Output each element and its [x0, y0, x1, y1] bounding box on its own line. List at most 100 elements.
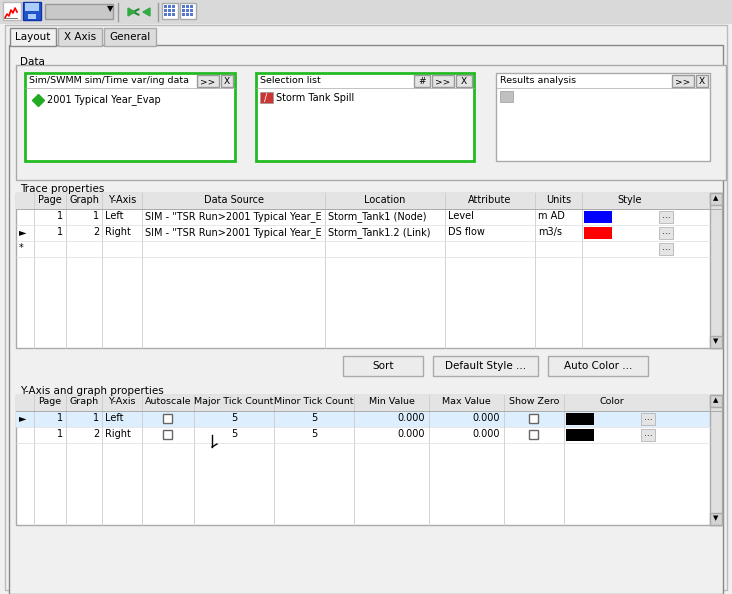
Bar [25, 73, 235, 161]
Text: 5: 5 [311, 413, 317, 423]
Text: Storm_Tank1 (Node): Storm_Tank1 (Node) [328, 211, 427, 222]
Text: Show Zero: Show Zero [509, 397, 559, 406]
Text: Attribute: Attribute [468, 195, 512, 205]
Text: 1: 1 [57, 227, 63, 237]
Text: 5: 5 [231, 413, 237, 423]
Bar [710, 336, 722, 348]
Bar [25, 3, 39, 11]
Bar [28, 14, 36, 19]
Bar [548, 356, 648, 376]
Bar [3, 2, 21, 20]
Text: /: / [264, 93, 268, 103]
Text: ...: ... [662, 243, 671, 252]
Bar [256, 73, 474, 161]
Text: ▲: ▲ [713, 195, 719, 201]
Bar [168, 5, 171, 8]
Bar [456, 75, 472, 87]
Text: Y-Axis: Y-Axis [108, 397, 135, 406]
Text: Y-Axis and graph properties: Y-Axis and graph properties [20, 386, 164, 396]
Bar [566, 429, 594, 441]
Bar [186, 9, 189, 12]
Bar [696, 75, 708, 87]
Text: 0.000: 0.000 [472, 413, 500, 423]
Text: Data: Data [20, 57, 45, 67]
Bar [672, 75, 694, 87]
Bar [659, 243, 673, 255]
Polygon shape [128, 8, 135, 16]
Text: Style: Style [617, 195, 642, 205]
Text: m3/s: m3/s [538, 227, 562, 237]
Bar [162, 3, 178, 19]
Text: Data Source: Data Source [203, 195, 264, 205]
Text: >>: >> [436, 77, 451, 86]
Text: ...: ... [662, 211, 671, 220]
Bar [16, 193, 722, 209]
Text: 2: 2 [93, 227, 99, 237]
Text: ▼: ▼ [107, 4, 113, 13]
Text: ►: ► [19, 413, 26, 423]
Bar [186, 13, 189, 16]
Text: X: X [461, 77, 467, 86]
Bar [16, 193, 722, 348]
Text: 1: 1 [93, 211, 99, 221]
Text: Results analysis: Results analysis [500, 76, 576, 85]
Bar [16, 395, 722, 525]
Text: DS flow: DS flow [448, 227, 485, 237]
Bar [584, 227, 612, 239]
Bar [45, 4, 113, 19]
Text: ...: ... [643, 429, 652, 438]
Text: Storm Tank Spill: Storm Tank Spill [276, 93, 354, 103]
Bar [16, 411, 710, 427]
Bar [10, 28, 56, 46]
Text: ...: ... [662, 227, 671, 236]
Text: SIM - "TSR Run>2001 Typical Year_E: SIM - "TSR Run>2001 Typical Year_E [145, 211, 321, 222]
Text: Sort: Sort [373, 361, 394, 371]
Bar [182, 13, 185, 16]
Text: Page: Page [38, 195, 62, 205]
Text: 1: 1 [57, 429, 63, 439]
Polygon shape [143, 8, 150, 16]
Text: >>: >> [201, 77, 216, 86]
Bar [659, 227, 673, 239]
Bar [164, 13, 167, 16]
Text: Right: Right [105, 227, 131, 237]
Bar [104, 28, 156, 46]
Text: Storm_Tank1.2 (Link): Storm_Tank1.2 (Link) [328, 227, 430, 238]
Bar [221, 75, 233, 87]
Text: Level: Level [448, 211, 474, 221]
Text: 0.000: 0.000 [397, 429, 425, 439]
Bar [710, 193, 722, 348]
Bar [710, 395, 722, 407]
Text: Left: Left [105, 413, 124, 423]
Text: Units: Units [546, 195, 571, 205]
Bar [343, 356, 423, 376]
Bar [172, 5, 175, 8]
Text: Selection list: Selection list [260, 76, 321, 85]
Text: ▼: ▼ [713, 515, 719, 521]
Bar [190, 5, 193, 8]
Text: Location: Location [365, 195, 406, 205]
Text: ▼: ▼ [713, 338, 719, 344]
Text: Graph: Graph [69, 195, 99, 205]
Text: Min Value: Min Value [369, 397, 414, 406]
Text: Right: Right [105, 429, 131, 439]
Bar [164, 9, 167, 12]
Text: General: General [109, 32, 151, 42]
Bar [414, 75, 430, 87]
Text: 5: 5 [231, 429, 237, 439]
Text: X Axis: X Axis [64, 32, 96, 42]
Bar [163, 430, 172, 439]
Bar [710, 513, 722, 525]
Text: Y-Axis: Y-Axis [108, 195, 136, 205]
Bar [16, 65, 726, 180]
Bar [433, 356, 538, 376]
Text: 0.000: 0.000 [472, 429, 500, 439]
Bar [260, 92, 273, 103]
Bar [190, 13, 193, 16]
Bar [58, 28, 102, 46]
Text: >>: >> [676, 77, 690, 86]
Text: Left: Left [105, 211, 124, 221]
Bar [197, 75, 219, 87]
Text: Max Value: Max Value [442, 397, 491, 406]
Bar [186, 5, 189, 8]
